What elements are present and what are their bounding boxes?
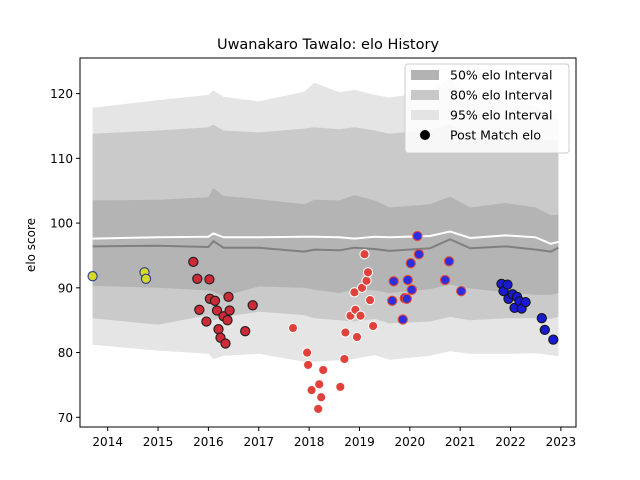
elo-point [406, 284, 417, 295]
elo-point [301, 347, 313, 358]
elo-point [439, 274, 451, 286]
elo-point [388, 276, 399, 287]
x-tick-label: 2018 [294, 435, 325, 449]
elo-point [313, 403, 324, 415]
plot-frame [79, 57, 577, 428]
y-tick-label: 100 [50, 217, 73, 231]
axes: 2014 2015 2016 2017 2018 2019 2020 2021 2022 2023… [50, 57, 577, 449]
elo-point [194, 304, 205, 315]
legend-label: Post Match elo [450, 128, 541, 143]
elo-point [349, 287, 360, 298]
x-tick-label: 2023 [546, 435, 577, 449]
elo-point [213, 324, 224, 335]
y-axis-label: elo score [24, 218, 38, 272]
elo-point [314, 379, 325, 390]
elo-point [520, 296, 531, 308]
x-tick-label: 2014 [92, 435, 123, 449]
elo-point [412, 230, 423, 242]
mean-line [92, 230, 559, 245]
legend-label: 50% elo Interval [450, 68, 552, 83]
elo-point [367, 320, 379, 332]
elo-point [340, 327, 351, 338]
x-tick-label: 2019 [344, 435, 375, 449]
x-tick-label: 2015 [143, 435, 174, 449]
elo-point [247, 300, 258, 311]
y-tick-label: 90 [58, 281, 73, 295]
legend: 50% elo Interval 80% elo Interval 95% elo … [404, 63, 570, 154]
post-match-points [87, 230, 559, 415]
band-50 [92, 188, 559, 297]
elo-point [351, 331, 363, 343]
elo-point [201, 316, 212, 327]
elo-point [402, 274, 413, 286]
y-tick-label: 110 [50, 152, 73, 166]
elo-point [443, 256, 455, 267]
elo-point [539, 324, 550, 336]
elo-point [223, 291, 234, 303]
elo-point [536, 313, 547, 324]
legend-label: 80% elo Interval [450, 88, 552, 103]
elo-point [318, 364, 329, 376]
elo-point [359, 249, 370, 260]
elo-point [362, 267, 374, 278]
y-tick-label: 120 [50, 87, 73, 101]
elo-point [224, 305, 235, 316]
elo-point [87, 271, 98, 282]
elo-point [502, 279, 513, 290]
x-tick-label: 2017 [243, 435, 274, 449]
y-tick-label: 70 [58, 411, 73, 425]
legend-label: 95% elo Interval [450, 108, 552, 123]
x-tick-label: 2022 [495, 435, 526, 449]
legend-swatch [411, 110, 439, 120]
elo-point [306, 384, 317, 396]
elo-point [364, 294, 376, 306]
y-tick-label: 80 [58, 346, 73, 360]
elo-point [405, 258, 416, 269]
legend-swatch [411, 70, 439, 80]
elo-point [188, 256, 199, 268]
elo-point [140, 273, 152, 284]
elo-point [222, 315, 233, 326]
x-tick-label: 2021 [445, 435, 476, 449]
elo-point [302, 359, 314, 371]
elo-point [397, 314, 408, 325]
elo-point [361, 275, 372, 286]
elo-point [335, 381, 346, 393]
x-tick-label: 2020 [395, 435, 426, 449]
legend-box [404, 63, 570, 154]
legend-swatch [411, 90, 439, 100]
elo-point [316, 392, 327, 403]
elo-point [220, 338, 231, 349]
median-line [92, 238, 559, 253]
elo-point [456, 285, 467, 297]
elo-point [240, 326, 251, 337]
elo-point [287, 322, 299, 334]
elo-point [192, 273, 203, 284]
elo-point [211, 305, 223, 316]
legend-marker [420, 130, 430, 140]
elo-point [339, 353, 350, 365]
chart-title: Uwanakaro Tawalo: elo History [217, 37, 439, 53]
elo-point [413, 249, 425, 260]
elo-point [387, 295, 398, 306]
elo-point [401, 293, 412, 304]
x-tick-label: 2016 [193, 435, 224, 449]
elo-point [548, 334, 559, 345]
elo-point [204, 274, 215, 285]
elo-point [355, 310, 366, 321]
elo-point [209, 295, 221, 306]
